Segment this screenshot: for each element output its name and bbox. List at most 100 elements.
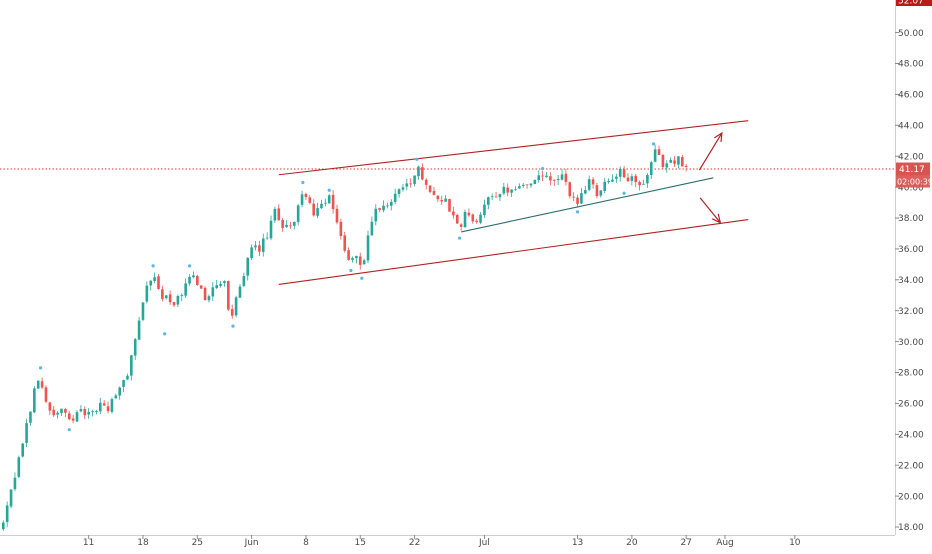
x-tick-label: 13 [572,538,583,548]
candle [661,153,665,170]
candle-body [296,205,300,222]
candle [584,185,587,195]
y-tick-label: 28.00 [898,369,924,379]
candle [421,163,424,181]
x-tick-label: Jun [244,538,259,548]
candle [44,385,48,403]
candle-body [618,169,622,177]
candle [258,240,261,257]
candle-body [498,194,502,198]
candle-body [188,276,191,284]
candle-body [141,302,145,320]
candle [417,165,420,180]
candle [541,170,544,182]
candle-body [638,181,641,186]
candle-body [130,355,133,376]
candle-body [324,202,327,204]
y-tick-label: 26.00 [898,400,924,410]
candle-body [475,220,478,222]
candle-body [234,297,238,316]
candle-body [273,208,277,221]
candle [560,169,564,181]
candle [118,386,121,400]
candle [653,144,657,163]
candle [576,194,579,208]
candle [343,231,347,253]
candle-body [339,221,343,236]
candle [432,186,436,196]
candle [413,175,416,187]
candle-body [48,402,52,411]
candle-body [506,187,509,193]
candle [401,184,405,192]
candle [71,414,75,424]
candle-body [580,193,583,204]
candle [448,198,451,212]
candle [533,179,537,185]
candle-body [630,176,634,181]
candle-body [36,380,40,389]
candle [502,182,506,196]
candle-body [502,186,506,194]
candle [153,272,156,284]
candle-body [417,166,420,177]
candle [475,218,478,224]
candle-body [308,197,312,203]
candle [366,230,370,264]
candle [362,258,366,265]
pivot-marker [327,188,331,192]
y-tick-label: 18.00 [898,523,924,533]
candle-body [467,212,471,216]
candle [164,295,168,300]
candle-body [657,149,661,155]
candle [110,397,114,414]
candle [382,200,385,213]
candle-body [421,167,424,180]
candle [304,192,308,200]
candle [25,418,28,448]
candle [665,160,669,173]
candle-body [455,215,459,224]
candle-body [463,211,467,228]
candle-body [21,443,24,457]
candle [595,182,599,199]
y-tick-label: 32.00 [898,307,924,317]
candle-body [568,182,572,197]
candle [634,173,638,188]
candle-body [106,406,110,412]
candle [599,190,603,198]
candle [490,193,494,201]
candle [390,199,393,211]
x-tick-label: 25 [192,538,203,548]
candle-body [227,281,230,310]
candle-body [5,505,9,523]
candle-body [366,235,370,261]
candle-body [71,418,75,421]
candle-body [95,411,98,412]
candle-body [304,193,308,197]
candle [556,174,560,186]
candle-body [184,283,187,296]
candle [203,286,207,301]
candle-body [145,285,149,302]
arrow-down [699,197,722,224]
candle-body [494,196,498,198]
candle [615,173,618,183]
candle [320,199,323,209]
candle [91,409,94,417]
candle-body [646,175,649,184]
candle-body [490,196,494,198]
candle-body [514,189,517,191]
candle-body [649,162,653,176]
candle [300,190,304,208]
candle-body [533,179,537,185]
candle [114,393,118,400]
candle [591,177,595,189]
candle-body [79,409,83,412]
candle [455,213,459,224]
candle-body [409,183,412,185]
candle [215,279,218,290]
candle-body [17,457,21,477]
candle-body [393,193,397,202]
